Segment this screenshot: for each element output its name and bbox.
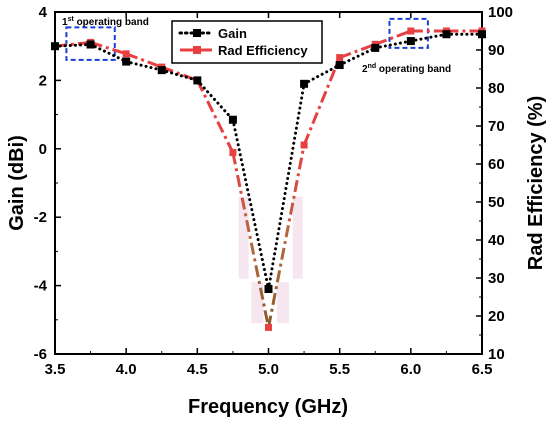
legend-eff-label: Rad Efficiency (218, 43, 308, 58)
x-axis-title: Frequency (GHz) (188, 396, 348, 418)
x-tick-label: 5.0 (258, 361, 279, 378)
legend-gain-marker (193, 29, 201, 37)
y2-tick-label: 50 (488, 194, 505, 211)
band-2-box (388, 17, 429, 49)
x-tick-label: 4.0 (116, 361, 137, 378)
efficiency-marker (336, 54, 344, 62)
y2-tick-label: 20 (488, 308, 505, 325)
y2-tick-label: 70 (488, 118, 505, 135)
y-tick-label: 0 (39, 141, 47, 158)
band-2-annotation: 2nd operating band (362, 63, 451, 75)
x-tick-label: 4.5 (187, 361, 208, 378)
x-tick-label: 6.0 (400, 361, 421, 378)
y-tick-label: 2 (39, 72, 47, 89)
efficiency-marker (300, 141, 308, 149)
gain-marker (300, 79, 309, 88)
gain-line-segment (267, 82, 306, 291)
y2-axis-title: Rad Efficiency (%) (525, 96, 547, 270)
y-tick-label: -2 (34, 209, 47, 226)
band-1-annotation: 1st operating band (62, 16, 149, 28)
gain-line-segment (160, 68, 199, 82)
gain-marker (442, 30, 451, 39)
efficiency-marker (122, 50, 130, 58)
efficiency-marker (265, 323, 272, 331)
efficiency-line-segment (231, 152, 270, 328)
gain-line-segment (409, 32, 448, 43)
gain-marker (86, 40, 95, 49)
efficiency-line-segment (125, 52, 163, 69)
efficiency-line-segment (339, 42, 376, 60)
y-axis-title: Gain (dBi) (6, 135, 28, 231)
series-layer (51, 27, 486, 331)
dip-glow (251, 282, 264, 324)
efficiency-line-segment (374, 29, 412, 46)
legend-eff-marker (193, 46, 201, 54)
gain-line-segment (89, 42, 128, 64)
y2-tick-label: 30 (488, 270, 505, 287)
y2-tick-label: 100 (488, 4, 513, 21)
efficiency-marker (407, 27, 415, 35)
gain-line-segment (231, 118, 270, 291)
y2-tick-label: 10 (488, 346, 505, 363)
gain-line-segment (302, 63, 342, 86)
gain-line-segment (53, 42, 93, 48)
gain-line-segment (338, 46, 377, 67)
y-tick-label: 4 (39, 4, 48, 21)
gain-marker (193, 76, 202, 85)
efficiency-line-segment (90, 40, 127, 56)
gain-marker (478, 30, 486, 39)
gain-marker (228, 115, 237, 124)
dip-glow (238, 196, 249, 279)
efficiency-marker (229, 149, 237, 157)
gain-marker (335, 61, 344, 70)
legend-box (171, 20, 323, 64)
y-tick-label: -4 (34, 278, 48, 295)
x-tick-label: 3.5 (45, 361, 66, 378)
gain-line-segment (373, 39, 413, 50)
y2-tick-label: 60 (488, 156, 505, 173)
legend: Gain Rad Efficiency (171, 20, 323, 64)
x-tick-label: 5.5 (329, 361, 350, 378)
axes-layer: 3.5 4.0 4.5 5.0 5.5 6.0 6.5 -6 -4 -2 0 2 4 10 20 30 40 50… (34, 4, 513, 378)
gain-line-segment (195, 78, 235, 122)
y2-tick-label: 40 (488, 232, 505, 249)
y-tick-label: -6 (34, 346, 47, 363)
legend-gain-label: Gain (218, 26, 247, 41)
efficiency-line-segment (302, 57, 342, 146)
dip-glow (277, 282, 290, 324)
gain-marker (406, 37, 415, 46)
y2-tick-label: 80 (488, 80, 505, 97)
efficiency-line-segment (195, 79, 235, 154)
x-tick-label: 6.5 (472, 361, 493, 378)
dip-glow (292, 196, 303, 279)
gain-line-segment (124, 60, 164, 72)
gain-marker (157, 66, 166, 75)
gain-marker (371, 43, 380, 52)
gain-marker (122, 57, 131, 66)
gain-marker (264, 285, 273, 294)
y2-tick-label: 90 (488, 42, 505, 59)
dip-highlight (238, 196, 303, 324)
efficiency-line-segment (267, 144, 306, 328)
